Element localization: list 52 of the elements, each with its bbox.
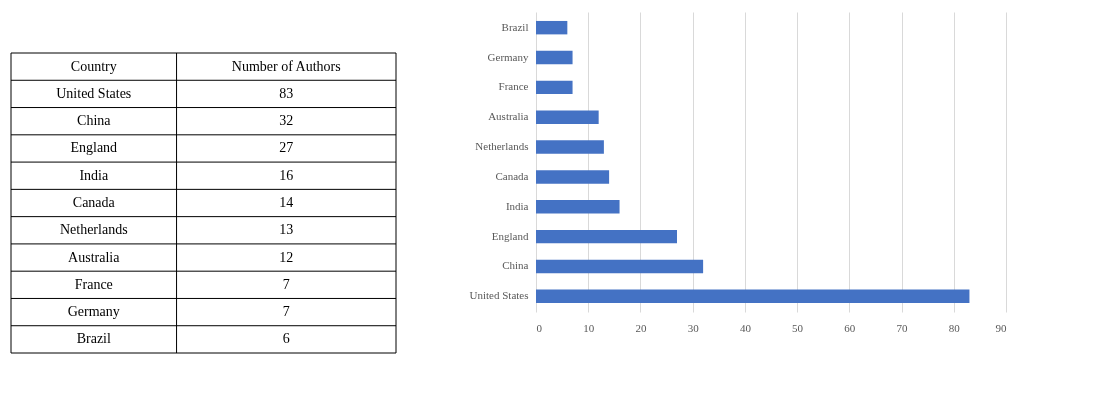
x-tick-label: 10 xyxy=(583,321,595,334)
category-label: England xyxy=(70,140,118,156)
y-tick-label: Canada xyxy=(495,169,529,182)
text: Number of Authors xyxy=(231,58,341,74)
x-tick-label: 30 xyxy=(687,321,700,334)
data-label: 6 xyxy=(282,331,290,347)
data-label: 32 xyxy=(279,113,294,129)
y-tick-label: China xyxy=(502,259,529,272)
category-label: India xyxy=(79,167,109,183)
category-label: Australia xyxy=(68,249,121,265)
x-tick-label: 20 xyxy=(635,321,647,334)
bar xyxy=(536,259,704,274)
data-label: 14 xyxy=(279,195,294,210)
bar xyxy=(536,200,620,214)
x-tick-label: 50 xyxy=(792,321,804,334)
y-tick-label: Netherlands xyxy=(475,140,529,153)
category-label: Canada xyxy=(72,195,116,210)
x-tick-label: 70 xyxy=(896,321,909,334)
category-label: France xyxy=(74,276,113,292)
text: Country xyxy=(70,58,117,74)
category-label: Netherlands xyxy=(59,222,128,238)
x-tick-label: 0 xyxy=(536,321,543,334)
bar xyxy=(536,170,610,184)
x-tick-label: 60 xyxy=(844,321,856,334)
y-tick-label: Germany xyxy=(487,50,529,63)
data-label: 83 xyxy=(279,85,294,101)
y-tick-label: India xyxy=(505,199,529,212)
data-label: 7 xyxy=(282,304,290,320)
data-label: 13 xyxy=(279,222,294,238)
data-label: 12 xyxy=(279,249,294,265)
bar xyxy=(536,50,573,65)
category-label: China xyxy=(77,113,112,129)
x-tick-label: 90 xyxy=(995,321,1007,334)
data-label: 27 xyxy=(279,140,294,156)
y-tick-label: Brazil xyxy=(501,20,529,33)
bar xyxy=(536,289,970,304)
category-label: Germany xyxy=(67,304,120,320)
category-label: United States xyxy=(56,85,132,101)
data-label: 16 xyxy=(279,167,294,183)
x-tick-label: 80 xyxy=(948,321,961,334)
y-tick-label: United States xyxy=(469,289,529,302)
bar xyxy=(536,20,568,35)
bar xyxy=(536,80,573,95)
y-tick-label: Australia xyxy=(488,110,529,123)
x-tick-label: 40 xyxy=(739,321,752,334)
bar xyxy=(536,110,599,124)
bar xyxy=(536,140,604,154)
category-label: Brazil xyxy=(76,331,111,347)
data-label: 7 xyxy=(282,276,290,292)
y-tick-label: France xyxy=(498,80,529,93)
bar xyxy=(536,229,677,244)
y-tick-label: England xyxy=(491,229,529,242)
